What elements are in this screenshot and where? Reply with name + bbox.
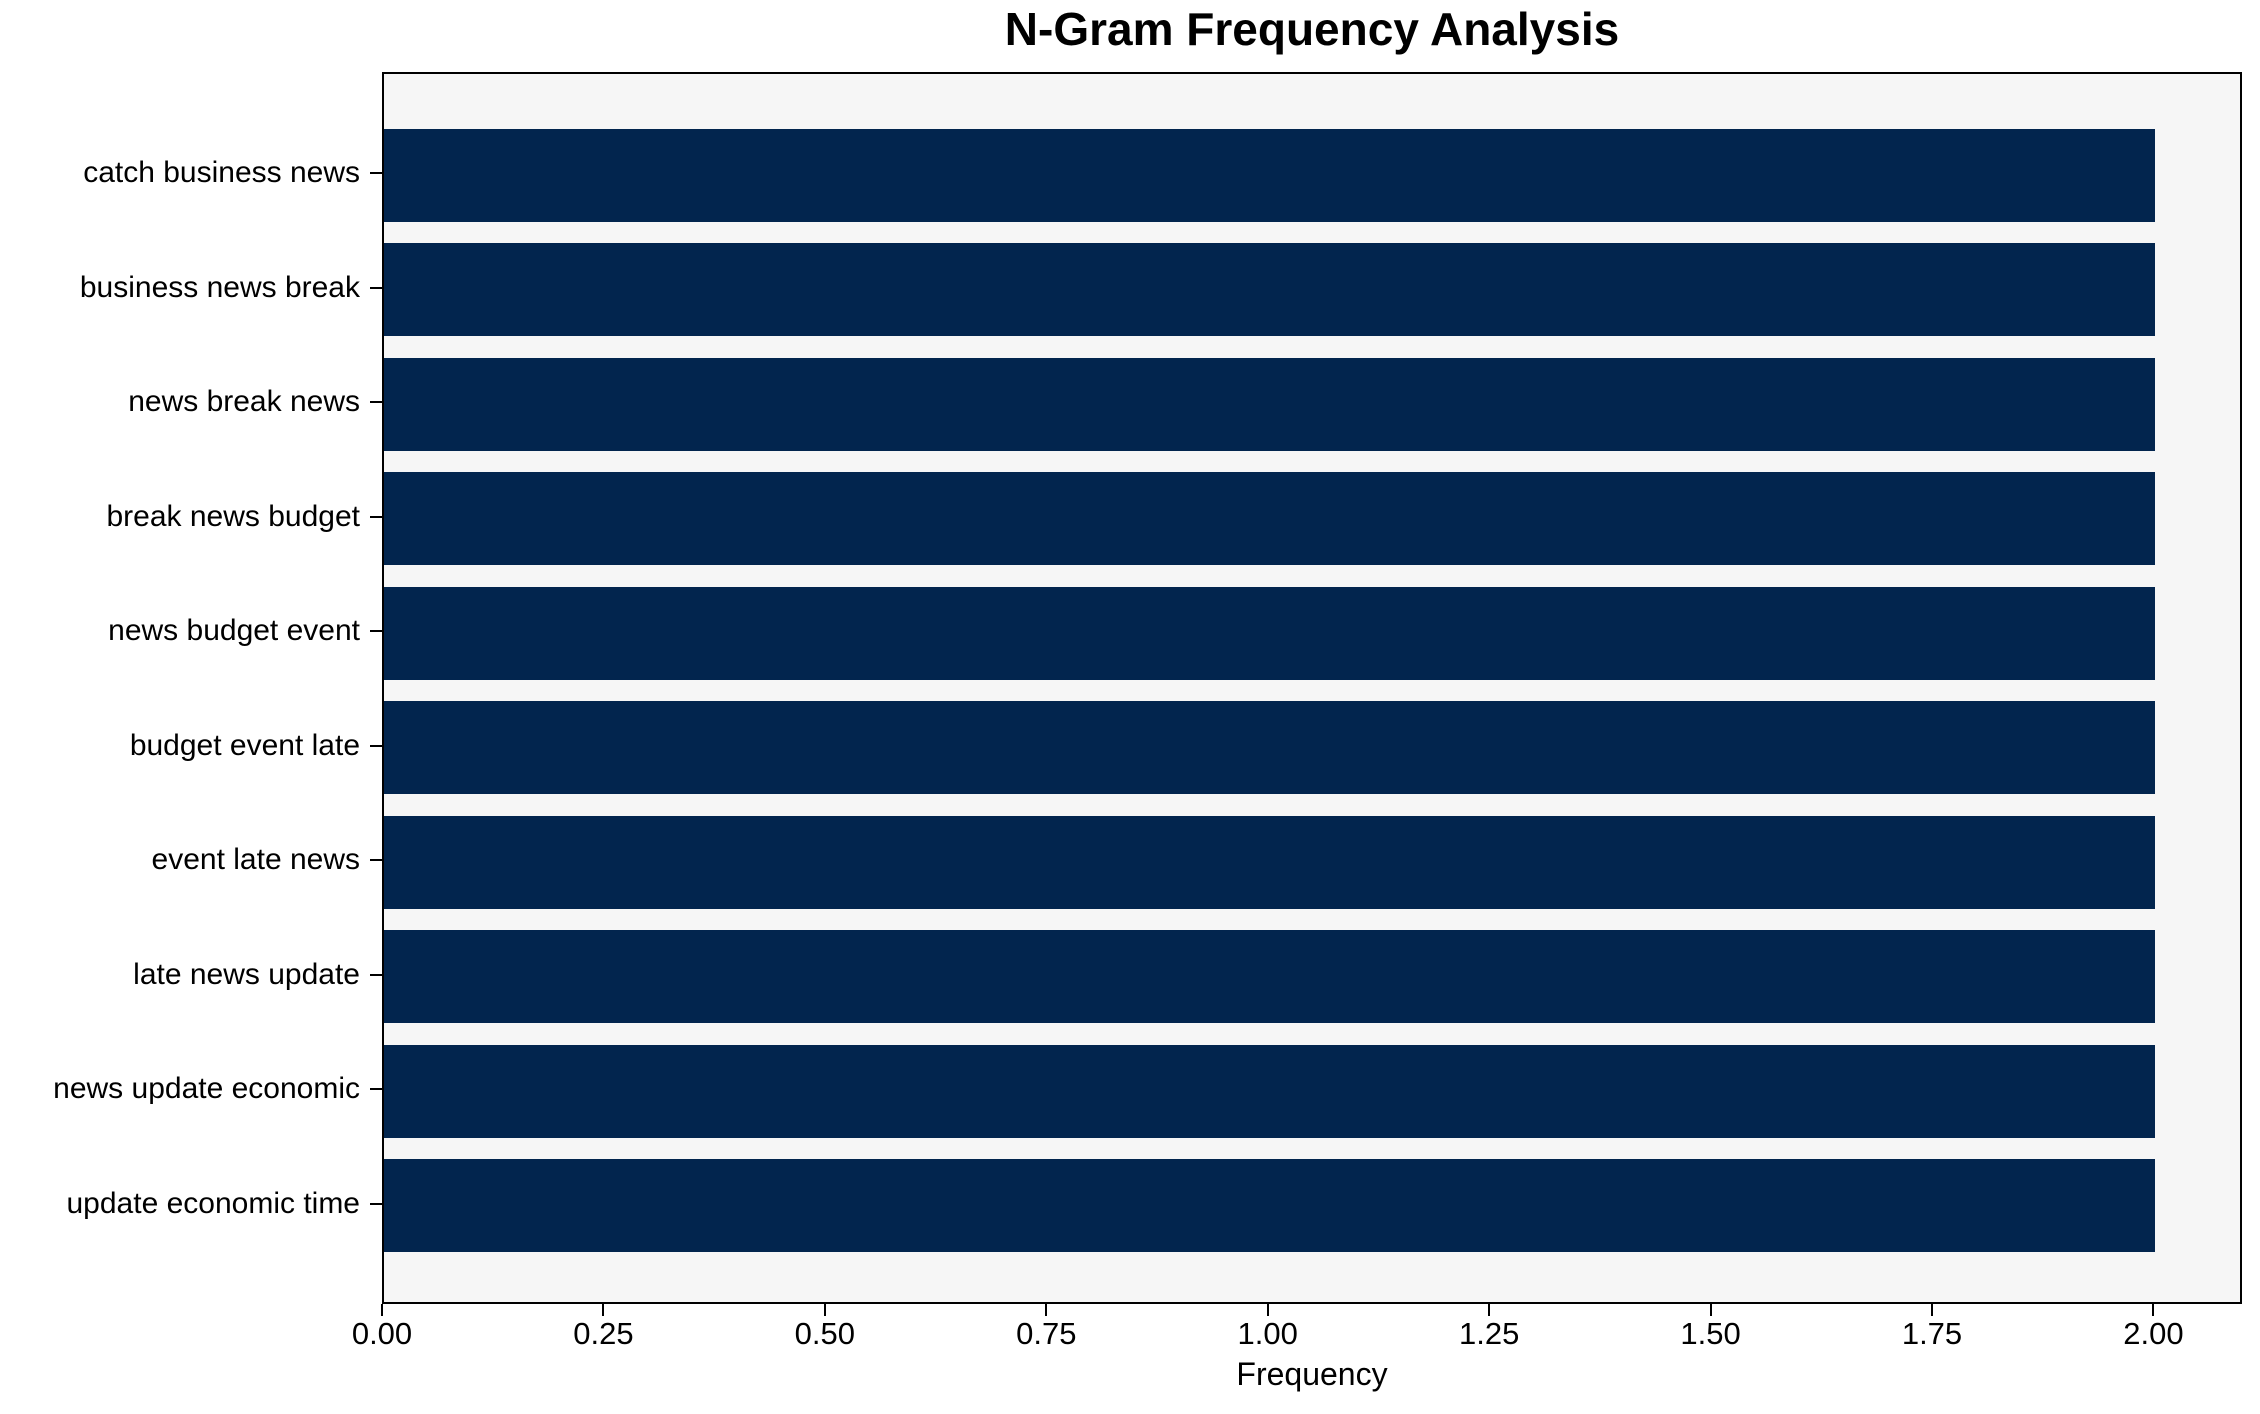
- y-tick-mark: [370, 172, 382, 174]
- y-tick-label: news break news: [128, 385, 360, 418]
- bar-update-economic-time: [384, 1159, 2156, 1252]
- x-tick-mark: [1931, 1304, 1933, 1316]
- y-tick-mark: [370, 1202, 382, 1205]
- bar-news-budget-event: [384, 586, 2156, 680]
- y-tick-label: catch business news: [83, 156, 360, 189]
- x-tick-label: 1.00: [1237, 1316, 1298, 1351]
- x-tick-mark: [1488, 1304, 1491, 1316]
- y-tick-mark: [370, 630, 382, 632]
- y-tick-mark: [370, 401, 382, 403]
- bar-business-news-break: [384, 243, 2156, 336]
- x-tick-mark: [2152, 1304, 2155, 1316]
- x-tick-label: 1.50: [1680, 1316, 1741, 1351]
- y-tick-mark: [370, 286, 382, 289]
- y-tick-label: business news break: [79, 270, 360, 304]
- bar-break-news-budget: [384, 472, 2156, 565]
- x-tick-mark: [823, 1304, 826, 1316]
- y-tick-label: late news update: [133, 957, 360, 991]
- y-tick-mark: [370, 744, 382, 747]
- bar-news-break-news: [384, 357, 2156, 451]
- bar-late-news-update: [384, 930, 2156, 1023]
- x-tick-mark: [1266, 1304, 1269, 1316]
- x-tick-label: 0.00: [351, 1316, 413, 1351]
- x-tick-mark: [1045, 1304, 1048, 1316]
- x-tick-label: 0.75: [1016, 1316, 1077, 1351]
- bar-catch-business-news: [384, 128, 2156, 222]
- y-tick-mark: [370, 973, 382, 976]
- x-tick-label: 1.75: [1901, 1316, 1963, 1351]
- y-tick-label: break news budget: [106, 499, 360, 533]
- y-tick-label: news budget event: [108, 614, 360, 647]
- x-tick-label: 0.25: [573, 1316, 634, 1351]
- bar-budget-event-late: [384, 701, 2156, 794]
- chart-title: N-Gram Frequency Analysis: [1004, 3, 1620, 55]
- y-tick-mark: [370, 515, 382, 518]
- bar-event-late-news: [384, 815, 2156, 909]
- y-tick-mark: [370, 1088, 382, 1090]
- y-tick-label: budget event late: [129, 728, 360, 762]
- plot-area: [382, 72, 2242, 1304]
- x-tick-mark: [381, 1304, 383, 1316]
- x-tick-mark: [1709, 1304, 1712, 1316]
- y-tick-label: update economic time: [66, 1186, 361, 1220]
- bar-news-update-economic: [384, 1044, 2156, 1138]
- y-tick-label: news update economic: [53, 1072, 360, 1105]
- y-tick-mark: [370, 859, 382, 861]
- x-tick-mark: [602, 1304, 605, 1316]
- x-axis-label: Frequency: [1236, 1356, 1388, 1392]
- x-tick-label: 0.50: [794, 1316, 856, 1351]
- y-tick-label: event late news: [151, 843, 360, 876]
- x-tick-label: 2.00: [2123, 1316, 2184, 1351]
- x-tick-label: 1.25: [1458, 1316, 1520, 1351]
